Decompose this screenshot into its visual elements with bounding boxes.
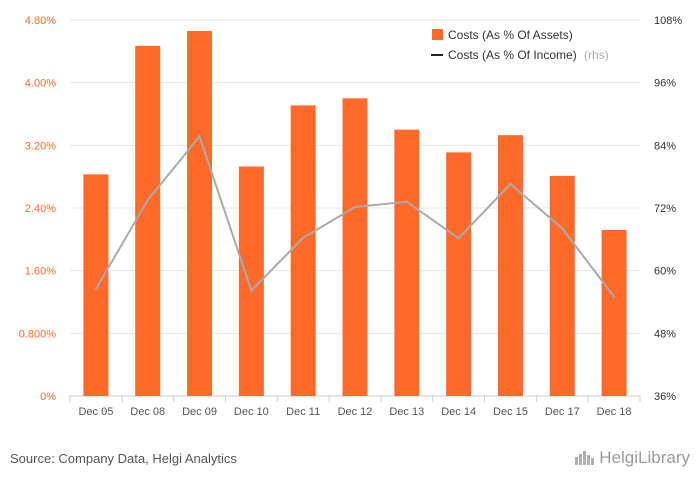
y-right-tick-label: 48% [654, 328, 676, 340]
y-left-tick-label: 0% [40, 391, 56, 403]
legend-rhs-note: (rhs) [584, 48, 609, 62]
y-right-tick-label: 108% [654, 15, 682, 27]
y-left-tick-label: 1.60% [25, 266, 56, 278]
bars-logo-icon [575, 451, 595, 465]
y-left-tick-label: 4.00% [25, 78, 56, 90]
line-point [198, 135, 201, 138]
x-axis: Dec 05 Dec 08 Dec 09 Dec 10 Dec 11 Dec 12 Dec … [69, 396, 641, 418]
bar [446, 152, 472, 396]
y-right-tick-label: 72% [654, 203, 676, 215]
y-right-tick-label: 96% [654, 78, 676, 90]
y-right-tick-label: 60% [654, 266, 676, 278]
svg-text:Costs (As % Of Income) (: Costs (As % Of Income) (rhs) [448, 48, 609, 62]
line-point [613, 295, 616, 298]
y-right-tick-label: 84% [654, 140, 676, 152]
line-point [250, 289, 253, 292]
bar [135, 45, 161, 396]
x-tick-label: Dec 15 [493, 406, 528, 418]
legend-label-bar: Costs (As % Of Assets) [448, 28, 573, 42]
y-left-tick-label: 2.40% [25, 203, 56, 215]
left-axis: 0% 0.800% 1.60% 2.40% 3.20% 4.00% 4.80% [19, 15, 57, 403]
source-note: Source: Company Data, Helgi Analytics [10, 451, 237, 466]
y-left-tick-label: 4.80% [25, 15, 56, 27]
x-tick-label: Dec 13 [389, 406, 424, 418]
line-point [405, 200, 408, 203]
line-point [561, 227, 564, 230]
bar [290, 105, 316, 396]
x-tick-label: Dec 05 [78, 406, 113, 418]
x-tick-label: Dec 14 [441, 406, 476, 418]
legend-swatch-bar [432, 29, 443, 40]
bar [187, 30, 213, 396]
bar [83, 174, 109, 396]
line-point [354, 205, 356, 208]
line-point [302, 236, 305, 239]
y-left-tick-label: 0.800% [19, 328, 57, 340]
brand-logo: HelgiLibrary [575, 448, 690, 468]
line-point [146, 199, 149, 202]
y-right-tick-label: 36% [654, 391, 676, 403]
chart: 0% 0.800% 1.60% 2.40% 3.20% 4.00% 4.80% 36% 48%… [19, 15, 683, 418]
x-tick-label: Dec 18 [597, 406, 632, 418]
bar-series [83, 30, 627, 396]
x-tick-label: Dec 09 [182, 406, 217, 418]
legend: Costs (As % Of Assets) Costs (As % Of In… [431, 28, 609, 62]
x-tick-label: Dec 11 [286, 406, 320, 418]
x-tick-label: Dec 10 [234, 406, 269, 418]
bar [601, 229, 627, 396]
bar [549, 175, 575, 396]
logo-text: HelgiLibrary [599, 448, 690, 467]
bar [394, 129, 420, 396]
line-point [457, 237, 460, 240]
line-point [94, 287, 97, 290]
x-tick-label: Dec 17 [545, 406, 580, 418]
x-tick-label: Dec 08 [130, 406, 165, 418]
line-series [94, 134, 616, 298]
bar [497, 135, 523, 396]
line-point [509, 182, 512, 185]
bar [342, 98, 368, 396]
legend-label-line: Costs (As % Of Income) [448, 48, 577, 62]
right-axis: 36% 48% 60% 72% 84% 96% 108% [654, 15, 682, 403]
x-tick-label: Dec 12 [338, 406, 373, 418]
y-left-tick-label: 3.20% [25, 140, 56, 152]
